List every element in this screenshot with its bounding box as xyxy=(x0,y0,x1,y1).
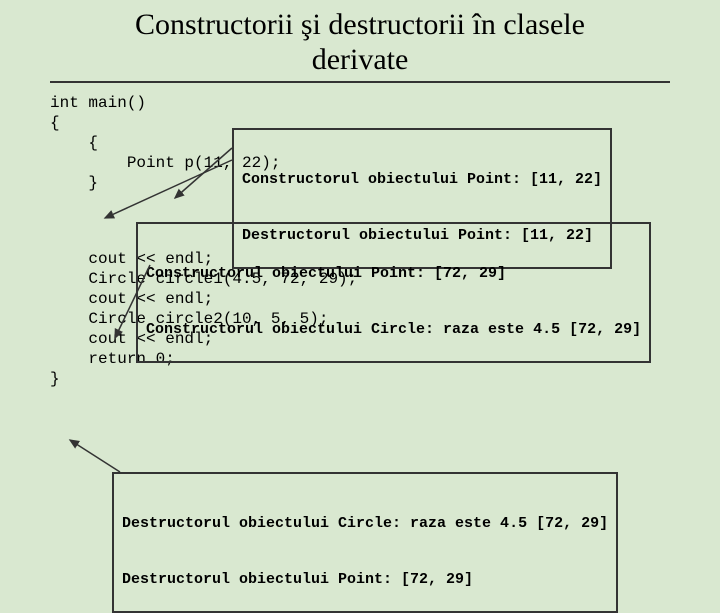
slide-title: Constructorii şi destructorii în clasele… xyxy=(50,0,670,83)
code-line: int main() xyxy=(50,93,690,113)
arrow xyxy=(70,440,120,472)
output-line: Destructorul obiectului Point: [72, 29] xyxy=(122,571,608,590)
output-line: Destructorul obiectului Circle: raza est… xyxy=(122,515,608,534)
output-line: Constructorul obiectului Point: [72, 29] xyxy=(146,265,641,284)
output-line: Constructorul obiectului Point: [11, 22] xyxy=(242,171,602,190)
code-line: } xyxy=(50,369,690,389)
output-box-3: Destructorul obiectului Circle: raza est… xyxy=(112,472,618,613)
output-box-2: Constructorul obiectului Point: [72, 29]… xyxy=(136,222,651,363)
output-line: Constructorul obiectului Circle: raza es… xyxy=(146,321,641,340)
